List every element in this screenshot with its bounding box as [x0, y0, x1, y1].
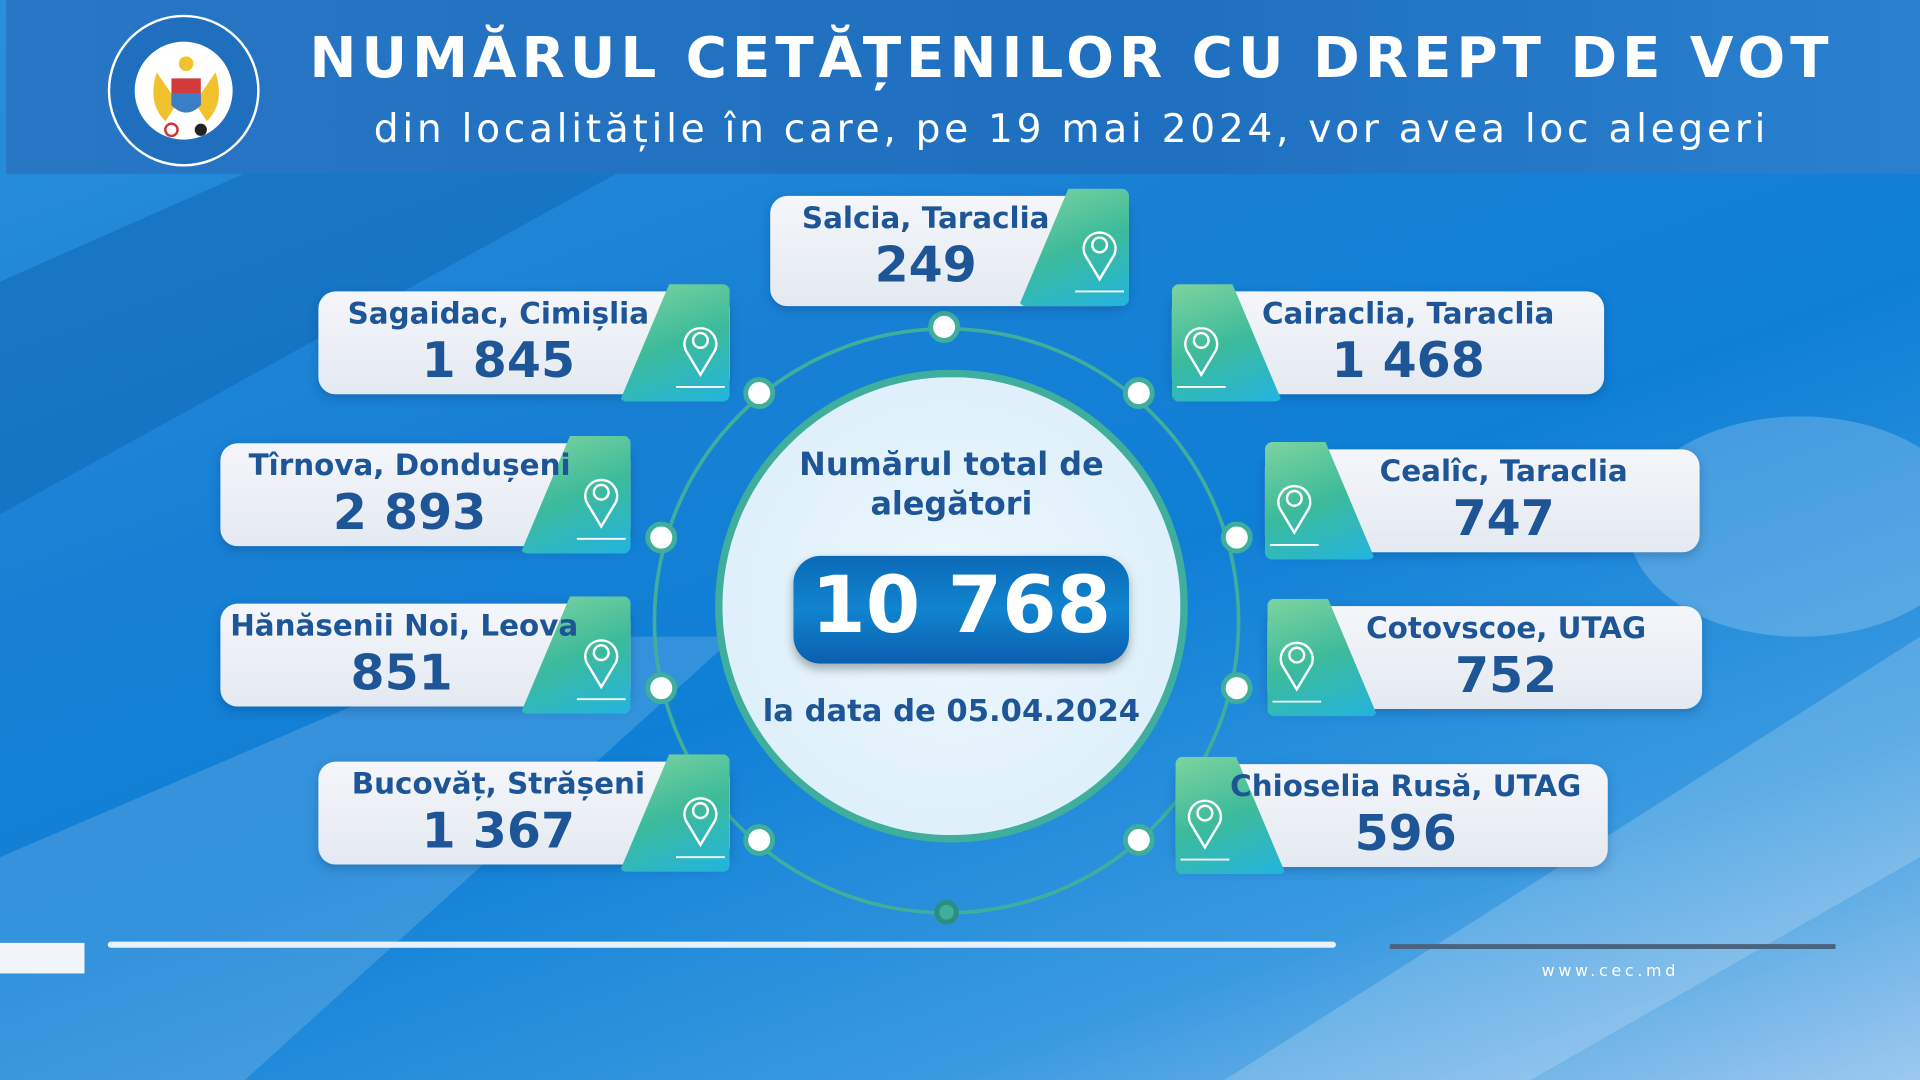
page-title: NUMĂRUL CETĂȚENILOR CU DREPT DE VOT	[309, 24, 1834, 91]
ring-dot	[1220, 521, 1253, 554]
voter-count: 1 367	[421, 803, 576, 860]
ring-dot	[645, 521, 678, 554]
locality-card: Cotovscoe, UTAG 752	[1267, 598, 1703, 717]
ring-dot	[1122, 377, 1155, 409]
coat-of-arms-icon	[153, 56, 219, 138]
ring-dot	[645, 672, 678, 705]
ring-dot	[1220, 672, 1253, 705]
voter-count: 249	[874, 237, 977, 294]
ring-dot	[934, 900, 959, 925]
locality-name: Salcia, Taraclia	[801, 200, 1050, 236]
locality-card: Salcia, Taraclia 249	[770, 188, 1129, 307]
locality-name: Cealîc, Taraclia	[1379, 454, 1628, 489]
header-banner: NUMĂRUL CETĂȚENILOR CU DREPT DE VOT din …	[6, 0, 1920, 174]
website-link[interactable]: www.cec.md	[1541, 962, 1680, 981]
locality-name: Tîrnova, Dondușeni	[248, 448, 571, 483]
cec-logo	[107, 14, 260, 167]
ring-dot	[743, 824, 776, 856]
locality-name: Hănăsenii Noi, Leova	[230, 608, 579, 643]
total-value: 10 768	[811, 560, 1112, 652]
footer-decoration	[0, 942, 85, 974]
locality-name: Cairaclia, Taraclia	[1261, 296, 1555, 331]
ring-dot	[1122, 824, 1155, 856]
locality-name: Bucovăț, Strășeni	[351, 766, 646, 801]
ring-dot	[743, 377, 776, 409]
total-badge: 10 768	[793, 555, 1129, 664]
page-subtitle: din localitățile în care, pe 19 mai 2024…	[373, 105, 1770, 152]
locality-card: Chioselia Rusă, UTAG 596	[1175, 756, 1608, 875]
locality-card: Bucovăț, Strășeni 1 367	[318, 754, 730, 872]
voter-count: 596	[1354, 805, 1457, 863]
voter-count: 2 893	[332, 484, 487, 542]
ring-dot	[928, 311, 961, 343]
footer-divider	[1389, 944, 1836, 949]
voter-count: 851	[350, 645, 453, 702]
voter-count: 752	[1455, 647, 1558, 705]
locality-card: Cealîc, Taraclia 747	[1264, 442, 1700, 560]
total-circle: Numărul total de alegători 10 768 la dat…	[715, 369, 1188, 843]
footer-divider	[107, 941, 1336, 948]
locality-card: Tîrnova, Dondușeni 2 893	[220, 435, 631, 554]
locality-name: Cotovscoe, UTAG	[1366, 611, 1647, 646]
locality-card: Cairaclia, Taraclia 1 468	[1171, 284, 1605, 402]
locality-name: Sagaidac, Cimișlia	[347, 296, 650, 331]
total-label: Numărul total de alegători	[799, 446, 1104, 523]
locality-card: Hănăsenii Noi, Leova 851	[220, 596, 631, 714]
data-date: la data de 05.04.2024	[762, 693, 1141, 729]
voter-count: 1 845	[421, 333, 576, 390]
voter-count: 747	[1452, 491, 1555, 548]
locality-card: Sagaidac, Cimișlia 1 845	[318, 284, 730, 402]
voter-count: 1 468	[1331, 333, 1485, 390]
locality-name: Chioselia Rusă, UTAG	[1230, 768, 1582, 804]
